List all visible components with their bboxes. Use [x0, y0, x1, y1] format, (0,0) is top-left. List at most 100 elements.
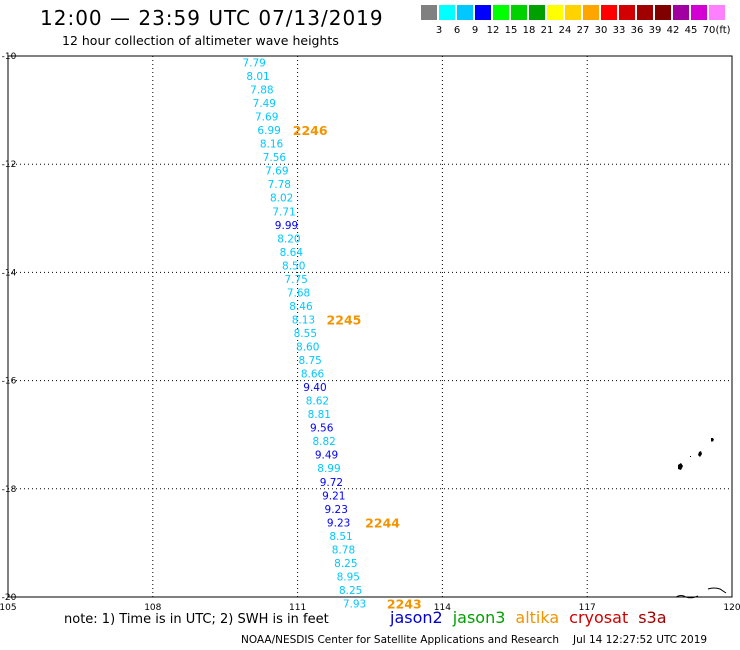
coastline [707, 587, 727, 594]
swh-value: 7.69 [265, 166, 288, 178]
swh-value: 8.64 [280, 247, 304, 259]
colorbar-label: 33 [612, 25, 626, 36]
page-title: 12:00 — 23:59 UTC 07/13/2019 [40, 6, 384, 30]
credit-text: NOAA/NESDIS Center for Satellite Applica… [241, 634, 559, 646]
swh-value: 8.02 [270, 193, 293, 205]
lon-tick-label: 105 [0, 603, 17, 613]
colorbar-label: 36 [630, 25, 644, 36]
lon-tick-label: 108 [144, 603, 161, 613]
swh-value: 8.25 [334, 558, 357, 570]
colorbar-swatch [655, 5, 671, 20]
colorbar-swatch [439, 5, 455, 20]
swh-value: 8.13 [292, 314, 315, 326]
colorbar-swatch [637, 5, 653, 20]
swh-value: 8.81 [308, 409, 331, 421]
pass-labels: 2246 2245 2244 2243 [293, 123, 422, 611]
swh-value: 8.66 [301, 369, 325, 381]
colorbar-swatch [673, 5, 689, 20]
pass-number: 2243 [387, 596, 422, 611]
colorbar-label: 15 [504, 25, 518, 36]
satellite-legend: jason2 jason3 altika cryosat s3a [390, 608, 677, 627]
swh-value: 9.72 [320, 477, 343, 489]
swh-value: 9.56 [310, 423, 334, 435]
colorbar-swatch [619, 5, 635, 20]
swh-value: 7.49 [253, 98, 276, 110]
lat-tick-label: -16 [2, 377, 17, 387]
timestamp: Jul 14 12:27:52 UTC 2019 [573, 634, 708, 646]
legend-jason3: jason3 [452, 608, 506, 627]
swh-value: 8.46 [289, 301, 313, 313]
pass-number: 2244 [365, 515, 400, 530]
lon-tick-label: 111 [289, 603, 306, 613]
credit-line: NOAA/NESDIS Center for Satellite Applica… [241, 634, 707, 646]
swh-value: 9.99 [275, 220, 298, 232]
colorbar-swatch [475, 5, 491, 20]
colorbar-label: 18 [522, 25, 536, 36]
altimeter-track: 7.798.017.887.497.696.998.167.567.697.78… [242, 57, 366, 610]
colorbar-swatch [583, 5, 599, 20]
swh-value: 7.69 [255, 112, 278, 124]
swh-value: 9.23 [325, 504, 348, 516]
swh-value: 7.79 [242, 57, 265, 69]
map-grid [7, 55, 733, 598]
colorbar-swatch [601, 5, 617, 20]
colorbar-label: 42 [666, 25, 680, 36]
swh-value: 9.23 [327, 517, 350, 529]
colorbar-label: 27 [576, 25, 590, 36]
colorbar-label: 6 [453, 25, 461, 36]
swh-value: 8.62 [306, 396, 329, 408]
lat-tick-label: -12 [2, 160, 17, 170]
island [711, 438, 714, 442]
swh-value: 9.40 [303, 382, 326, 394]
colorbar-label: 45 [684, 25, 698, 36]
pass-number: 2246 [293, 123, 328, 138]
lon-tick-label: 114 [434, 603, 451, 613]
lat-tick-label: -10 [2, 52, 17, 62]
swh-value: 6.99 [257, 125, 280, 137]
lat-tick-label: -18 [2, 485, 17, 495]
legend-cryosat: cryosat [569, 608, 629, 627]
legend-altika: altika [515, 608, 560, 627]
legend-s3a: s3a [638, 608, 667, 627]
island [698, 451, 702, 457]
swh-value: 8.95 [337, 571, 360, 583]
colorbar-swatch [529, 5, 545, 20]
swh-value: 7.78 [268, 179, 291, 191]
lat-tick-label: -20 [2, 593, 17, 603]
swh-value: 7.93 [343, 598, 366, 610]
swh-value: 8.25 [339, 585, 362, 597]
colorbar-swatch [457, 5, 473, 20]
swh-value: 7.56 [263, 152, 287, 164]
swh-value: 8.78 [332, 544, 355, 556]
swh-value: 8.20 [277, 233, 300, 245]
coastline [675, 595, 699, 599]
swh-value: 9.49 [315, 450, 338, 462]
lon-tick-label: 120 [723, 603, 740, 613]
map-frame [7, 55, 733, 598]
swh-value: 7.68 [287, 287, 310, 299]
swh-value: 8.51 [329, 531, 352, 543]
colorbar-label: 24 [558, 25, 572, 36]
swh-value: 8.16 [260, 139, 284, 151]
legend-jason2: jason2 [390, 608, 443, 627]
swh-value: 8.82 [312, 436, 335, 448]
colorbar-label: 21 [540, 25, 554, 36]
colorbar-swatch [691, 5, 707, 20]
swh-value: 8.99 [317, 463, 340, 475]
colorbar-swatch [547, 5, 563, 20]
swh-value: 8.50 [282, 260, 305, 272]
swh-value: 9.21 [322, 490, 345, 502]
colorbar-unit: (ft) [715, 25, 731, 36]
colorbar-label: 12 [486, 25, 500, 36]
lat-tick-label: -14 [2, 268, 17, 278]
swh-value: 8.01 [246, 71, 269, 83]
island [690, 456, 691, 457]
island [678, 463, 683, 470]
colorbar-label: 70 [702, 25, 716, 36]
lon-tick-label: 117 [579, 603, 596, 613]
colorbar-label: 30 [594, 25, 608, 36]
swh-value: 8.60 [296, 342, 319, 354]
colorbar-label: 39 [648, 25, 662, 36]
colorbar-swatch [511, 5, 527, 20]
